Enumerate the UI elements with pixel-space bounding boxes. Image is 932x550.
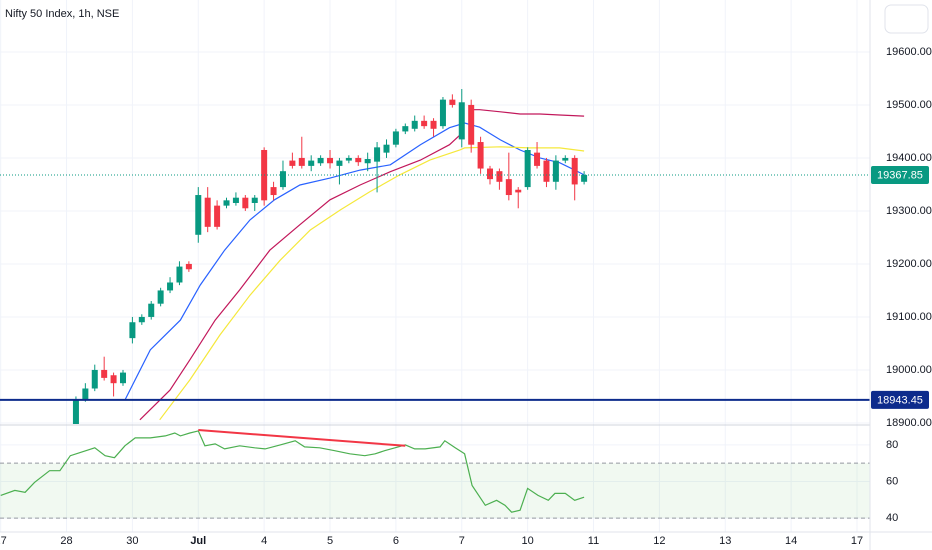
candle-body — [279, 171, 286, 188]
trend-line — [198, 429, 406, 447]
y-tick-label: 40 — [886, 512, 898, 524]
x-tick-label: 17 — [851, 535, 863, 547]
x-tick-label: 10 — [522, 535, 534, 547]
candle-body — [119, 372, 126, 384]
candle-body — [430, 120, 437, 129]
settings-button[interactable] — [884, 4, 929, 34]
x-tick-label: 30 — [126, 535, 138, 547]
price-label-box — [871, 390, 929, 409]
grid-layer — [0, 0, 870, 532]
candle-body — [402, 126, 409, 132]
candle-body — [223, 200, 230, 206]
candle-body — [364, 159, 371, 164]
candle-body — [487, 168, 494, 180]
candle-body — [355, 157, 362, 163]
candle-body — [449, 99, 456, 105]
candle-body — [477, 142, 484, 169]
x-tick-label: 13 — [719, 535, 731, 547]
moving-average-line — [159, 146, 585, 421]
candle-body — [270, 187, 277, 196]
candle-body — [552, 160, 559, 182]
y-tick-label: 18900.00 — [886, 417, 932, 429]
y-tick-label: 19300.00 — [886, 205, 932, 217]
candle-body — [571, 157, 578, 185]
candle-body — [345, 157, 352, 161]
x-tick-label: 12 — [653, 535, 665, 547]
candle-body — [129, 322, 136, 339]
x-tick-label: 4 — [261, 535, 267, 547]
candle-body — [515, 189, 522, 193]
candle-body — [543, 160, 550, 182]
candle-body — [251, 197, 258, 203]
x-tick-label: 27 — [0, 535, 7, 547]
chart-title: Nifty 50 Index, 1h, NSE — [5, 8, 119, 20]
rsi-pane — [0, 429, 870, 519]
x-tick-label: 7 — [459, 535, 465, 547]
indicator-line — [0, 430, 585, 513]
candle-body — [317, 157, 324, 164]
candle-body — [581, 174, 588, 182]
price-label-box — [871, 165, 929, 184]
x-tick-label: 6 — [393, 535, 399, 547]
candle-body — [336, 160, 343, 166]
candle-body — [185, 263, 192, 270]
candle-body — [524, 149, 531, 188]
price-pane — [0, 89, 870, 424]
candle-body — [91, 369, 98, 389]
candle-body — [458, 102, 465, 140]
candle-body — [496, 171, 503, 182]
axis-layer: 18900.00 19000.00 19100.00 19200.00 19300.00… — [0, 46, 932, 547]
candle-body — [411, 120, 418, 129]
x-tick-label: 11 — [588, 535, 599, 547]
moving-average-line — [124, 122, 585, 401]
x-tick-label: Jul — [190, 535, 206, 547]
moving-average-line — [139, 109, 585, 421]
candle-body — [195, 195, 202, 235]
candle-body — [374, 147, 381, 162]
candle-body — [327, 157, 334, 164]
candle-body — [298, 157, 305, 166]
candle-body — [110, 375, 117, 384]
y-tick-label: 19600.00 — [886, 46, 932, 58]
candle-body — [157, 290, 164, 304]
band-fill — [0, 463, 870, 519]
candle-body — [242, 197, 249, 209]
y-tick-label: 19100.00 — [886, 311, 932, 323]
candle-body — [101, 369, 108, 378]
price-label: 19367.85 — [877, 169, 923, 181]
candle-body — [82, 388, 89, 400]
price-label: 18943.45 — [877, 394, 923, 406]
candle-body — [176, 266, 183, 283]
candle-body — [148, 303, 155, 317]
x-tick-label: 28 — [60, 535, 72, 547]
y-tick-label: 19500.00 — [886, 99, 932, 111]
x-tick-label: 14 — [785, 535, 797, 547]
y-tick-label: 60 — [886, 475, 898, 487]
candle-body — [232, 197, 239, 203]
y-tick-label: 19000.00 — [886, 364, 932, 376]
candle-body — [383, 144, 390, 153]
candle-body — [289, 160, 296, 166]
candle-body — [167, 282, 174, 291]
candle-body — [562, 157, 569, 161]
candle-body — [204, 197, 211, 227]
y-tick-label: 80 — [886, 439, 898, 451]
x-tick-label: 5 — [327, 535, 333, 547]
y-tick-label: 19200.00 — [886, 258, 932, 270]
candle-body — [392, 131, 399, 145]
candle-body — [421, 120, 428, 127]
candle-body — [138, 316, 145, 323]
candle-body — [534, 152, 541, 166]
candle-body — [505, 179, 512, 196]
y-tick-label: 19400.00 — [886, 152, 932, 164]
candle-body — [214, 205, 221, 227]
candle-body — [72, 399, 79, 424]
candle-body — [439, 99, 446, 127]
candle-body — [308, 160, 315, 166]
candle-body — [468, 104, 475, 145]
